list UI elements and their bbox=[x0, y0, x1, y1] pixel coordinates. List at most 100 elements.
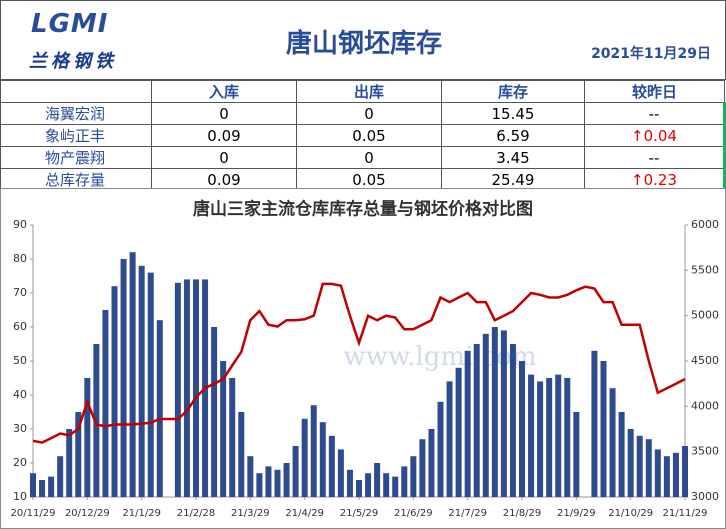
cell: 25.49 bbox=[441, 168, 585, 191]
x-tick-label: 21/5/29 bbox=[340, 508, 379, 519]
price-line bbox=[32, 282, 686, 444]
cell: 0 bbox=[296, 102, 442, 125]
cell: -- bbox=[584, 146, 726, 169]
bar bbox=[102, 310, 109, 497]
y-tick-label: 80 bbox=[13, 252, 27, 265]
cell: 0 bbox=[151, 146, 297, 169]
bar bbox=[328, 435, 335, 497]
row: 总库存量 0.09 0.05 25.49 ↑0.23 bbox=[0, 168, 726, 191]
bar bbox=[310, 405, 317, 497]
bar bbox=[428, 429, 435, 497]
bar bbox=[473, 344, 480, 497]
x-tick-label: 21/6/29 bbox=[394, 508, 433, 519]
bar bbox=[645, 439, 652, 497]
bar bbox=[437, 401, 444, 497]
bar bbox=[500, 330, 507, 497]
page-title: 唐山钢坯库存 bbox=[285, 29, 442, 59]
bar bbox=[482, 333, 489, 497]
y-tick-label: 60 bbox=[13, 320, 27, 333]
bar bbox=[193, 279, 199, 497]
x-tick-label: 21/11/29 bbox=[663, 508, 708, 519]
cell: 0 bbox=[296, 146, 442, 169]
bar bbox=[229, 378, 236, 497]
bar bbox=[609, 388, 616, 497]
x-tick-label: 21/3/29 bbox=[231, 508, 270, 519]
cell: 海翼宏润 bbox=[0, 102, 152, 125]
bar bbox=[283, 463, 290, 497]
bar bbox=[636, 435, 643, 497]
bar bbox=[537, 381, 544, 497]
y-tick-label: 30 bbox=[13, 422, 27, 435]
bar bbox=[392, 476, 399, 497]
bar bbox=[654, 449, 661, 497]
y-tick-label: 20 bbox=[13, 456, 27, 469]
bar bbox=[48, 476, 55, 497]
header: LGMI 兰格钢铁 唐山钢坯库存 2021年11月29日 bbox=[0, 0, 726, 80]
bar bbox=[546, 378, 553, 497]
x-tick-label: 21/8/29 bbox=[503, 508, 542, 519]
bar bbox=[618, 412, 625, 497]
bar bbox=[446, 381, 453, 497]
bar bbox=[57, 456, 64, 497]
y2-tick-label: 5000 bbox=[691, 309, 719, 322]
logo: LGMI bbox=[31, 9, 109, 39]
cell: 0.09 bbox=[151, 124, 297, 147]
bar bbox=[682, 446, 688, 497]
bar bbox=[346, 469, 353, 497]
bar bbox=[120, 259, 127, 497]
bar bbox=[238, 412, 245, 497]
bar bbox=[156, 320, 163, 497]
cell: -- bbox=[584, 102, 726, 125]
bar bbox=[464, 350, 471, 497]
bar bbox=[30, 473, 36, 497]
bar bbox=[274, 469, 281, 497]
bar bbox=[591, 350, 598, 497]
bar bbox=[183, 279, 190, 497]
bar bbox=[672, 452, 679, 497]
bar bbox=[129, 252, 136, 497]
cell: 6.59 bbox=[441, 124, 585, 147]
x-tick-label: 21/10/29 bbox=[608, 508, 653, 519]
bar bbox=[75, 412, 82, 497]
bar bbox=[419, 439, 426, 497]
y2-tick-label: 4000 bbox=[691, 399, 719, 412]
bar bbox=[319, 422, 326, 497]
x-tick-label: 21/4/29 bbox=[285, 508, 324, 519]
col-header: 出库 bbox=[296, 80, 442, 103]
bar bbox=[256, 473, 263, 497]
bar bbox=[528, 374, 535, 497]
bar bbox=[220, 361, 227, 497]
bar bbox=[564, 378, 571, 497]
row: 象屿正丰 0.09 0.05 6.59 ↑0.04 bbox=[0, 124, 726, 147]
bar bbox=[573, 412, 580, 497]
y2-tick-label: 3500 bbox=[691, 445, 719, 458]
x-tick-label: 21/2/28 bbox=[177, 508, 216, 519]
row: 物产震翔 0 0 3.45 -- bbox=[0, 146, 726, 169]
bar bbox=[138, 265, 145, 497]
y2-tick-label: 5500 bbox=[691, 263, 719, 276]
table-header: 入库 出库 库存 较昨日 bbox=[0, 80, 725, 103]
watermark: www.lgmi.com bbox=[343, 342, 536, 372]
bar bbox=[356, 480, 362, 497]
y-tick-label: 50 bbox=[13, 354, 27, 367]
y2-tick-label: 6000 bbox=[691, 218, 719, 231]
bar bbox=[365, 473, 372, 497]
cell: 15.45 bbox=[441, 102, 585, 125]
bar bbox=[663, 456, 670, 497]
cell: 0 bbox=[151, 102, 297, 125]
bar bbox=[66, 429, 73, 497]
bar bbox=[455, 367, 462, 497]
cell: ↑0.04 bbox=[584, 124, 726, 147]
bar bbox=[93, 344, 100, 497]
y-tick-label: 10 bbox=[13, 490, 27, 503]
cell: 3.45 bbox=[441, 146, 585, 169]
row: 海翼宏润 0 0 15.45 -- bbox=[0, 102, 726, 125]
bar bbox=[84, 378, 91, 497]
date: 2021年11月29日 bbox=[591, 46, 711, 62]
y-tick-label: 90 bbox=[13, 218, 27, 231]
bar bbox=[401, 466, 408, 497]
bar bbox=[374, 463, 381, 497]
x-tick-label: 20/12/29 bbox=[65, 508, 110, 519]
bar bbox=[39, 480, 46, 497]
